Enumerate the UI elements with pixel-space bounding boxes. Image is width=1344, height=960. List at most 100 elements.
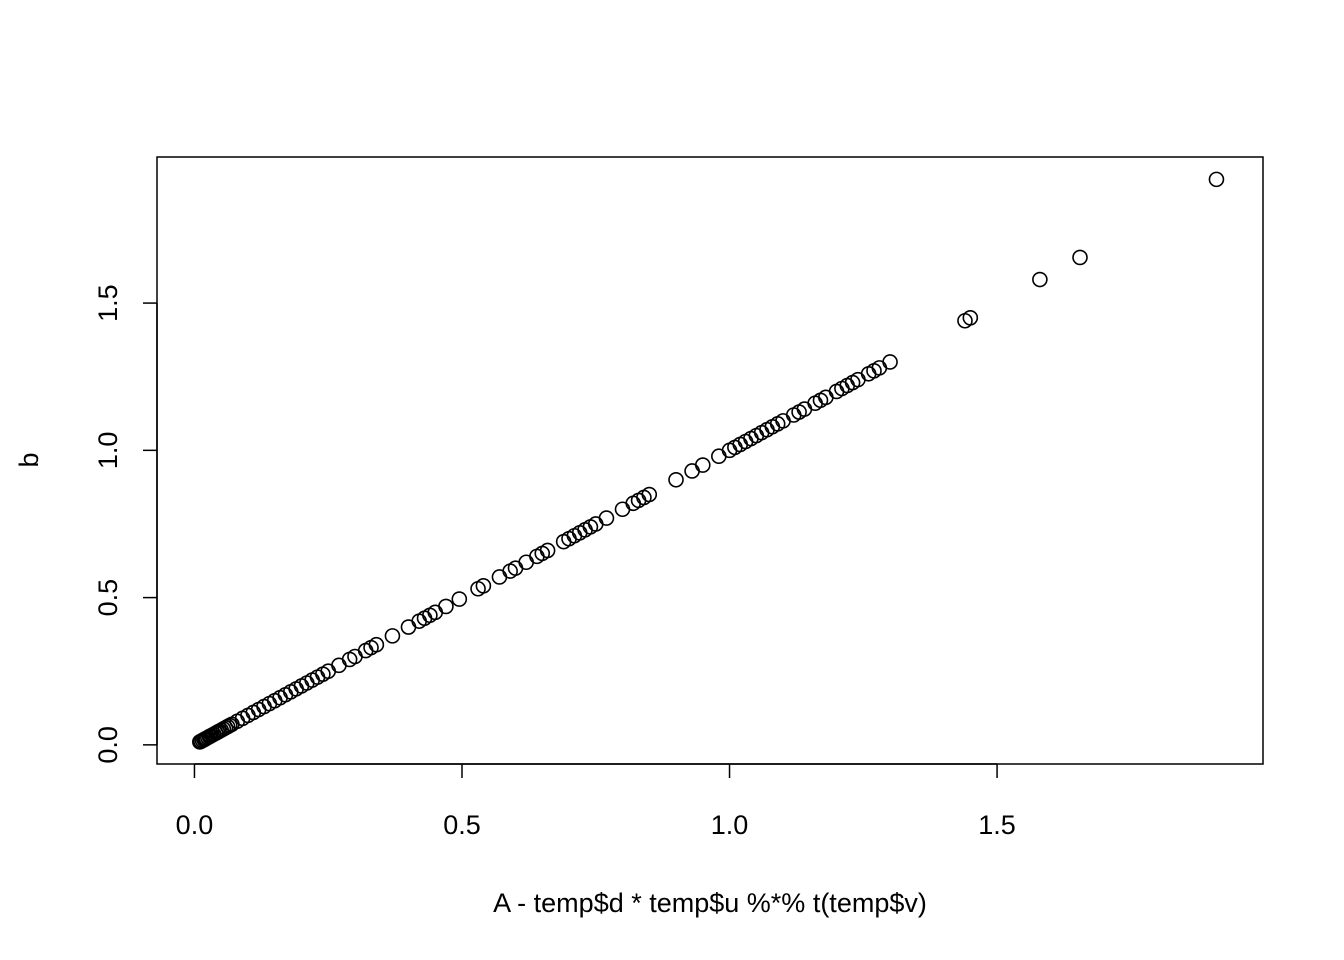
data-point bbox=[256, 698, 272, 715]
data-point bbox=[668, 471, 684, 488]
data-point bbox=[764, 418, 781, 435]
data-point bbox=[357, 642, 374, 659]
data-point bbox=[266, 692, 283, 709]
data-point bbox=[694, 457, 711, 473]
data-point bbox=[411, 613, 427, 629]
data-point bbox=[630, 492, 647, 509]
data-point bbox=[636, 489, 652, 506]
y-axis-label: b bbox=[14, 452, 44, 467]
y-tick-label: 0.5 bbox=[93, 579, 123, 617]
data-point bbox=[309, 669, 326, 685]
data-point bbox=[818, 389, 834, 406]
data-point bbox=[732, 436, 749, 453]
y-tick-label: 1.0 bbox=[93, 432, 123, 470]
x-axis-label: A - temp$d * temp$u %*% t(temp$v) bbox=[493, 888, 927, 918]
data-point bbox=[577, 522, 593, 538]
data-point bbox=[561, 530, 577, 547]
data-point bbox=[769, 416, 786, 432]
data-point bbox=[502, 563, 518, 579]
data-point bbox=[812, 392, 829, 409]
data-point bbox=[748, 427, 765, 444]
data-point bbox=[518, 554, 535, 571]
data-point bbox=[882, 354, 898, 370]
data-point bbox=[422, 607, 438, 624]
data-point bbox=[234, 710, 251, 727]
data-point bbox=[791, 404, 807, 420]
data-point bbox=[331, 657, 347, 674]
data-point bbox=[711, 448, 727, 465]
data-point bbox=[582, 519, 599, 535]
data-point bbox=[384, 628, 401, 644]
data-point bbox=[475, 578, 492, 594]
data-point bbox=[1072, 249, 1088, 266]
x-tick-label: 0.0 bbox=[176, 810, 214, 840]
data-point bbox=[491, 569, 508, 585]
data-point bbox=[555, 533, 572, 550]
x-axis: 0.0 0.5 1.0 1.5 bbox=[176, 763, 1016, 840]
data-point bbox=[282, 684, 299, 700]
data-point bbox=[427, 604, 444, 621]
data-point bbox=[598, 510, 615, 526]
data-point bbox=[438, 598, 454, 615]
data-point bbox=[566, 527, 583, 544]
data-point bbox=[320, 663, 337, 680]
data-point bbox=[529, 548, 545, 565]
data-point bbox=[759, 421, 775, 438]
data-point bbox=[844, 374, 861, 391]
data-points bbox=[192, 171, 1225, 750]
data-point bbox=[807, 395, 823, 412]
data-point bbox=[785, 407, 802, 423]
data-point bbox=[416, 610, 433, 627]
y-axis: 0.0 0.5 1.0 1.5 bbox=[93, 284, 158, 764]
data-point bbox=[507, 560, 524, 576]
data-point bbox=[277, 686, 294, 703]
data-point bbox=[245, 704, 262, 721]
y-tick-label: 0.0 bbox=[93, 726, 123, 764]
data-point bbox=[727, 439, 743, 456]
data-point bbox=[839, 377, 856, 394]
data-point bbox=[753, 424, 770, 441]
data-point bbox=[834, 380, 850, 397]
data-point bbox=[221, 717, 238, 734]
data-point bbox=[293, 678, 310, 694]
data-point bbox=[534, 545, 551, 562]
data-point bbox=[860, 365, 877, 382]
data-point bbox=[470, 580, 486, 597]
x-tick-label: 1.5 bbox=[978, 810, 1016, 840]
data-point bbox=[240, 707, 256, 724]
data-point bbox=[614, 501, 631, 518]
data-point bbox=[304, 672, 320, 688]
data-point bbox=[272, 689, 288, 706]
data-point bbox=[539, 542, 556, 559]
data-point bbox=[315, 666, 331, 682]
data-point bbox=[871, 360, 888, 376]
data-point bbox=[347, 648, 363, 665]
data-point bbox=[1032, 271, 1048, 288]
data-point bbox=[571, 525, 588, 541]
data-point bbox=[721, 442, 738, 459]
y-tick-label: 1.5 bbox=[93, 284, 123, 322]
data-point bbox=[625, 495, 642, 512]
data-point bbox=[400, 619, 417, 635]
data-point bbox=[684, 463, 700, 479]
data-point bbox=[796, 401, 813, 417]
data-point bbox=[368, 636, 385, 653]
x-tick-label: 0.5 bbox=[443, 810, 481, 840]
x-tick-label: 1.0 bbox=[711, 810, 749, 840]
data-point bbox=[587, 516, 604, 532]
data-point bbox=[737, 433, 754, 450]
data-point bbox=[451, 591, 468, 607]
data-point bbox=[962, 310, 979, 326]
data-point bbox=[775, 413, 791, 429]
data-point bbox=[1208, 171, 1225, 188]
data-point bbox=[261, 695, 278, 712]
data-point bbox=[641, 486, 658, 503]
data-point bbox=[828, 383, 845, 400]
data-point bbox=[250, 701, 267, 718]
data-point bbox=[866, 363, 882, 379]
data-point bbox=[363, 639, 379, 656]
data-point bbox=[743, 430, 759, 447]
data-point bbox=[299, 675, 315, 691]
data-point bbox=[288, 681, 304, 697]
